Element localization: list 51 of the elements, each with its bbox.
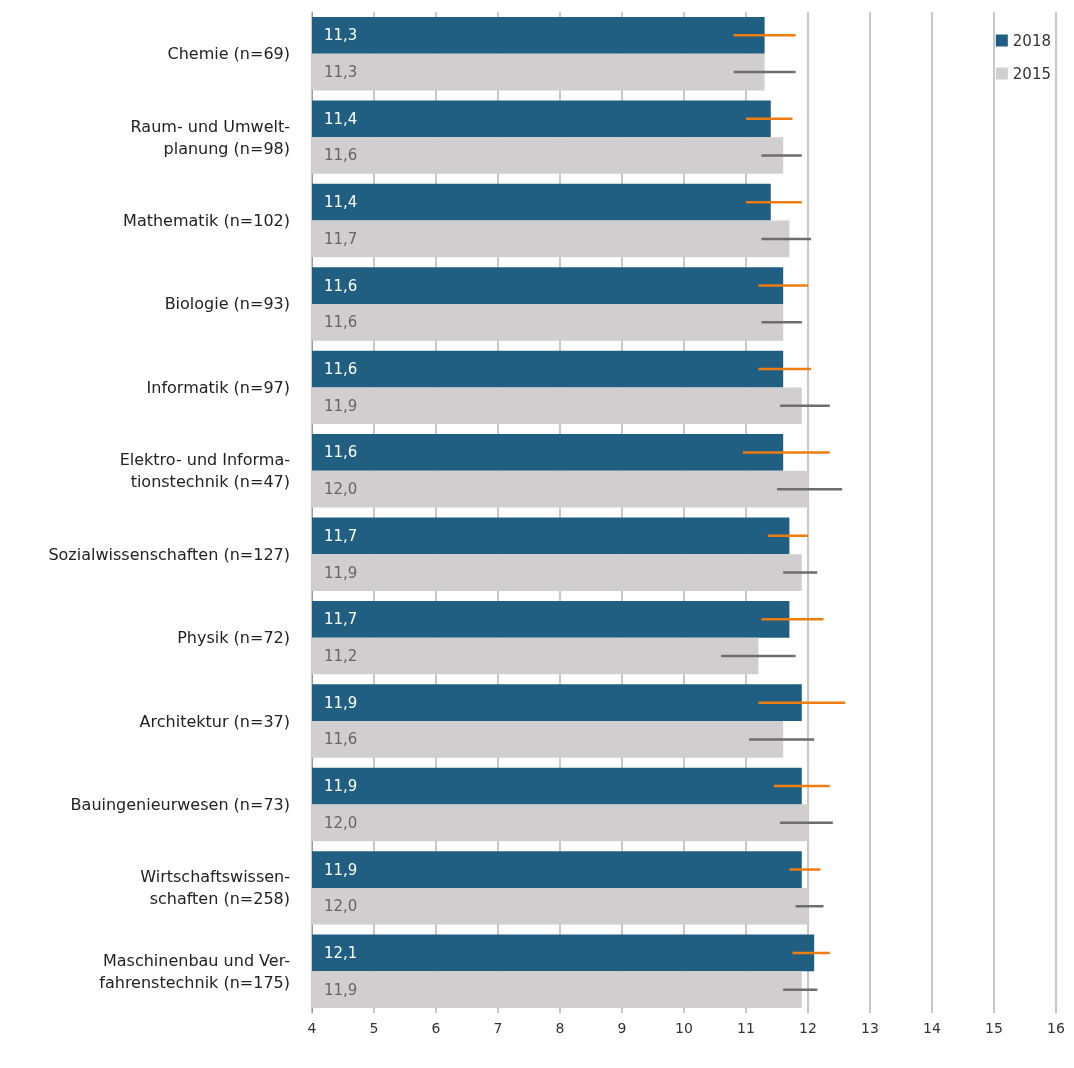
data-label: 12,0 [324, 480, 358, 499]
legend-label: 2015 [1012, 64, 1052, 83]
data-label: 11,6 [324, 313, 358, 332]
data-label: 11,2 [324, 646, 358, 665]
x-tick-label: 12 [799, 1020, 817, 1036]
data-label: 11,9 [324, 980, 358, 999]
data-label: 12,0 [324, 813, 358, 832]
data-label: 12,1 [324, 943, 358, 962]
data-label: 11,9 [324, 396, 358, 415]
data-label: 12,0 [324, 897, 358, 916]
x-tick-label: 15 [985, 1020, 1003, 1036]
data-label: 11,6 [324, 443, 358, 462]
y-tick-label: Informatik (n=97) [146, 377, 290, 397]
x-tick-label: 6 [431, 1020, 441, 1036]
y-tick-label: Biologie (n=93) [164, 294, 290, 314]
data-label: 11,9 [324, 860, 358, 879]
legend-label: 2018 [1012, 31, 1052, 50]
data-label: 11,6 [324, 730, 358, 749]
x-tick-label: 10 [675, 1020, 693, 1036]
y-tick-label: Elektro- und Informa- tionstechnik (n=47) [119, 450, 290, 492]
data-label: 11,6 [324, 276, 358, 295]
y-tick-label: Wirtschaftswissen- schaften (n=258) [140, 867, 290, 909]
x-tick-label: 13 [861, 1020, 879, 1036]
data-label: 11,7 [324, 229, 358, 248]
y-tick-label: Maschinenbau und Ver- fahrenstechnik (n=175) [99, 950, 290, 992]
y-tick-label: Raum- und Umwelt- planung (n=98) [130, 116, 290, 158]
y-tick-label: Sozialwissenschaften (n=127) [48, 544, 290, 564]
data-label: 11,3 [324, 26, 358, 45]
y-tick-label: Bauingenieurwesen (n=73) [70, 794, 290, 814]
data-label: 11,7 [324, 526, 358, 545]
data-label: 11,7 [324, 610, 358, 629]
x-tick-label: 8 [555, 1020, 565, 1036]
x-tick-label: 9 [617, 1020, 627, 1036]
x-tick-label: 14 [923, 1020, 941, 1036]
data-label: 11,6 [324, 146, 358, 165]
data-label: 11,9 [324, 563, 358, 582]
data-label: 11,6 [324, 360, 358, 379]
data-label: 11,9 [324, 693, 358, 712]
y-tick-label: Mathematik (n=102) [123, 211, 290, 231]
data-label: 11,4 [324, 193, 358, 212]
x-tick-label: 5 [369, 1020, 379, 1036]
data-label: 11,4 [324, 109, 358, 128]
x-tick-label: 11 [737, 1020, 755, 1036]
x-tick-label: 16 [1047, 1020, 1065, 1036]
data-label: 11,3 [324, 63, 358, 82]
y-tick-label: Physik (n=72) [177, 628, 290, 648]
data-label: 11,9 [324, 777, 358, 796]
y-tick-label: Chemie (n=69) [167, 44, 290, 64]
x-tick-label: 7 [493, 1020, 503, 1036]
y-tick-label: Architektur (n=37) [139, 711, 290, 731]
x-tick-label: 4 [307, 1020, 317, 1036]
